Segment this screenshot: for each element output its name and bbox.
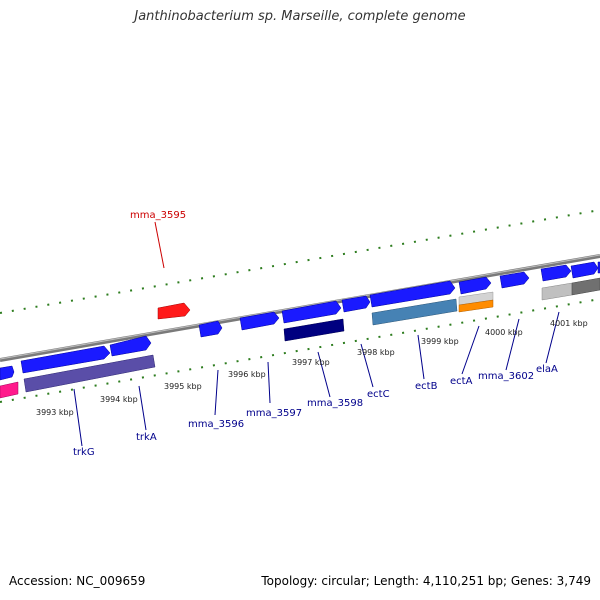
map-title: Janthinobacterium sp. Marseille, complet…: [134, 9, 466, 24]
gene-label-ectB[interactable]: ectB: [415, 381, 438, 392]
gene-label-mma-3596[interactable]: mma_3596: [188, 419, 244, 430]
kbp-label: 4000 kbp: [485, 328, 523, 337]
kbp-label: 3994 kbp: [100, 395, 138, 404]
gene-ectA[interactable]: [458, 276, 492, 295]
gene-label-trkA[interactable]: trkA: [136, 432, 157, 443]
gene-ectC[interactable]: [341, 295, 371, 313]
genome-backbone-highlight: [0, 254, 600, 360]
feature-band-navy: [283, 318, 345, 342]
gene-mma-3597[interactable]: [239, 311, 280, 331]
gene-label-ectC[interactable]: ectC: [367, 389, 390, 400]
genome-summary: Topology: circular; Length: 4,110,251 bp…: [261, 574, 591, 588]
feature-band-magenta: [0, 381, 19, 399]
gene-label-mma-3595[interactable]: mma_3595: [130, 210, 186, 221]
kbp-label: 3998 kbp: [357, 348, 395, 357]
leader-lines: [73, 221, 560, 447]
gene-label-mma-3602[interactable]: mma_3602: [478, 371, 534, 382]
gene-label-mma-3597[interactable]: mma_3597: [246, 408, 302, 419]
kbp-label: 4001 kbp: [550, 319, 588, 328]
gene-trkG[interactable]: [20, 345, 111, 374]
gene-mma-3595[interactable]: [157, 302, 191, 320]
kbp-label: 3996 kbp: [228, 370, 266, 379]
gene-label-trkG[interactable]: trkG: [73, 447, 95, 458]
gene-mma-3602[interactable]: [499, 271, 530, 289]
feature-band-silver: [541, 282, 573, 301]
kbp-label: 3993 kbp: [36, 408, 74, 417]
gene-mma-3596[interactable]: [198, 320, 223, 338]
gene-label-elaA[interactable]: elaA: [536, 364, 558, 375]
gene-arrow[interactable]: [0, 365, 15, 381]
gene-ectB[interactable]: [369, 280, 456, 308]
kbp-label: 3995 kbp: [164, 382, 202, 391]
forward-genes: [0, 261, 600, 381]
gene-elaA[interactable]: [540, 264, 572, 282]
feature-band-purple: [23, 354, 156, 393]
gene-arrow[interactable]: [570, 261, 599, 279]
upper-tick-row: [0, 209, 600, 314]
gene-mma-3598[interactable]: [281, 300, 342, 324]
feature-band-orange: [458, 299, 494, 313]
kbp-label: 3997 kbp: [292, 358, 330, 367]
gene-trkA[interactable]: [109, 335, 152, 357]
gene-label-mma-3598[interactable]: mma_3598: [307, 398, 363, 409]
accession-label: Accession: NC_009659: [9, 574, 146, 588]
feature-band-darkgray: [571, 277, 600, 296]
feature-band-steelblue: [371, 298, 458, 326]
gene-label-ectA[interactable]: ectA: [450, 376, 473, 387]
kbp-label: 3999 kbp: [421, 337, 459, 346]
